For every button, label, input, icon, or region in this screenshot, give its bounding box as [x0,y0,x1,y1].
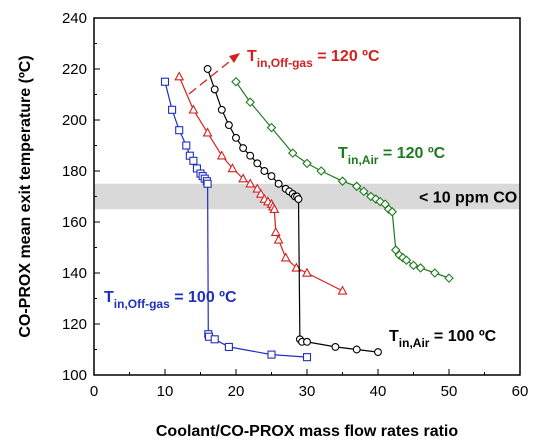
data-point [267,172,276,181]
data-point [302,267,312,277]
band-label: < 10 ppm CO [419,190,517,207]
data-point [408,260,419,271]
data-point [351,181,362,192]
data-point [246,151,255,160]
x-tick-label: 0 [90,383,98,400]
y-tick-label: 240 [62,10,87,27]
data-point [245,178,256,188]
data-point [175,126,184,135]
data-point [273,234,284,244]
data-point [217,105,226,114]
data-point [253,159,262,168]
data-point [269,203,280,213]
y-tick-label: 100 [62,367,87,384]
y-tick-label: 220 [62,61,87,78]
y-tick-label: 120 [62,316,87,333]
data-point [216,150,227,160]
data-point [331,343,340,351]
data-point [202,127,213,137]
series-line [164,81,308,358]
y-tick-label: 180 [62,163,87,180]
data-point [168,105,177,114]
data-point [374,348,382,356]
red-annotation-arrow [188,53,240,95]
x-tick-label: 10 [157,383,174,400]
data-point [266,122,277,133]
data-point [294,195,303,204]
x-tick-label: 50 [441,383,458,400]
data-point [231,76,241,87]
data-point [245,97,255,107]
y-axis-label: CO-PROX mean exit temperature (ºC) [17,55,34,337]
data-point [160,77,170,86]
series-label-green: Tin,Air = 120 ºC [338,145,446,167]
data-point [337,285,348,295]
x-tick-label: 40 [370,383,387,400]
data-point [444,273,454,283]
axes: 0 10 20 30 40 50 60 100 120 140 160 180 200 220 240 [62,10,528,400]
x-axis-label: Coolant/CO-PROX mass flow rates ratio [156,423,459,440]
co-band [94,183,520,210]
series-label-red: Tin,Off-gas = 120 ºC [247,48,380,70]
data-point [203,65,212,73]
data-point [188,104,199,114]
series-label-black: Tin,Air = 100 ºC [389,328,497,350]
series-layer [160,65,454,362]
data-point [210,85,219,94]
x-tick-label: 30 [299,383,316,400]
x-tick-label: 60 [512,383,529,400]
data-point [316,166,326,176]
data-point [291,262,302,272]
data-point [224,342,233,352]
data-point [238,173,249,183]
data-point [352,345,361,354]
data-point [274,179,283,188]
data-point [260,167,269,175]
data-point [302,353,312,362]
data-point [387,207,397,217]
y-tick-label: 140 [62,265,87,282]
data-point [252,183,263,193]
data-point [182,141,191,150]
data-point [430,268,440,278]
data-point [359,186,369,197]
data-point [303,337,311,346]
data-point [203,179,212,188]
series-label-blue: Tin,Off-gas = 100 ºC [104,289,237,311]
data-point [280,252,291,262]
data-point [415,263,426,273]
data-point [302,158,312,169]
data-point [174,71,185,81]
y-tick-label: 200 [62,112,87,129]
data-point [210,335,219,344]
series-circle [203,65,382,356]
data-point [227,163,238,173]
series-triangle [174,71,348,295]
data-point [255,188,266,198]
series-diamond [231,76,454,283]
x-tick-label: 20 [228,383,245,400]
data-point [239,144,248,153]
data-point [232,133,240,142]
series-square [160,77,312,362]
data-point [401,255,412,266]
series-line [207,68,379,353]
y-tick-label: 160 [62,214,87,231]
data-point [288,148,298,158]
data-point [267,350,276,359]
data-point [270,226,281,236]
data-point [337,176,348,186]
data-point [224,121,233,130]
data-point [189,156,198,165]
